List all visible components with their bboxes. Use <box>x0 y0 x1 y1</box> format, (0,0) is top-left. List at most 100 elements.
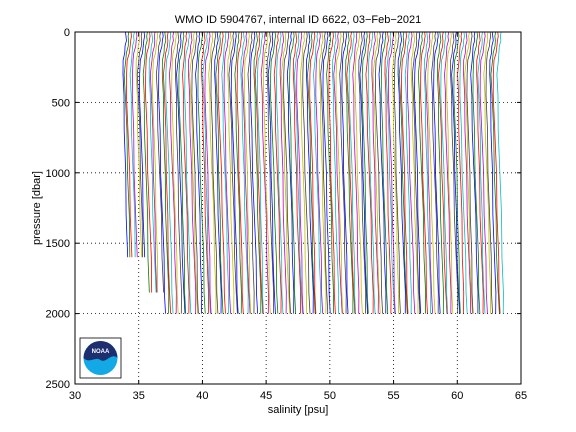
salinity-profile <box>135 31 143 258</box>
salinity-profile <box>262 31 271 314</box>
salinity-profile <box>145 31 153 293</box>
salinity-profile <box>348 31 356 314</box>
salinity-profile <box>165 31 174 314</box>
x-tick-label: 55 <box>387 390 399 402</box>
salinity-profile <box>234 31 242 314</box>
salinity-profile <box>463 31 471 314</box>
salinity-profile <box>204 31 212 314</box>
salinity-profile <box>341 31 349 314</box>
salinity-profile <box>241 31 251 314</box>
salinity-profile <box>354 31 363 314</box>
salinity-profile <box>322 31 331 314</box>
salinity-profile <box>302 31 311 314</box>
salinity-profile <box>358 31 367 314</box>
salinity-profile <box>352 31 360 314</box>
salinity-profile <box>202 31 211 314</box>
salinity-profile <box>188 31 197 314</box>
salinity-profile <box>444 31 452 314</box>
salinity-profile <box>335 31 344 314</box>
salinity-profile <box>201 31 209 314</box>
salinity-profile <box>256 31 264 314</box>
salinity-profile <box>328 31 336 314</box>
salinity-profile <box>391 31 400 314</box>
salinity-profile <box>184 31 192 314</box>
salinity-profile <box>411 31 421 314</box>
salinity-profile <box>489 31 497 314</box>
salinity-profile <box>266 31 275 314</box>
salinity-profile <box>315 31 324 314</box>
salinity-profile <box>483 31 492 314</box>
x-tick-label: 30 <box>69 390 81 402</box>
salinity-profile <box>313 31 322 314</box>
salinity-profile <box>496 31 504 314</box>
salinity-profile <box>385 31 395 314</box>
salinity-profile <box>236 31 244 314</box>
salinity-profile <box>423 31 432 314</box>
salinity-profile <box>189 31 199 314</box>
salinity-profile <box>307 31 316 314</box>
salinity-profile <box>243 31 252 314</box>
salinity-profile <box>333 31 343 314</box>
salinity-profile <box>485 31 493 314</box>
salinity-profile <box>214 31 222 314</box>
salinity-profile <box>414 31 422 314</box>
salinity-profile <box>451 31 461 314</box>
salinity-profile <box>372 31 381 314</box>
salinity-profile <box>417 31 427 314</box>
salinity-profile <box>253 31 262 314</box>
y-axis-label: pressure [dbar] <box>31 171 43 245</box>
salinity-profile <box>367 31 376 314</box>
salinity-profile <box>176 31 186 314</box>
axes-box <box>74 31 522 385</box>
salinity-profile <box>380 31 389 314</box>
salinity-profile <box>319 31 327 314</box>
salinity-profile <box>309 31 317 314</box>
salinity-profile <box>254 31 264 314</box>
salinity-profile <box>393 31 401 314</box>
salinity-profile <box>404 31 412 314</box>
salinity-profile <box>182 31 190 314</box>
salinity-profile <box>430 31 439 314</box>
salinity-profile <box>171 31 179 314</box>
salinity-profile <box>492 31 501 314</box>
salinity-profile <box>227 31 235 314</box>
salinity-profile <box>436 31 444 314</box>
salinity-profile <box>149 31 158 293</box>
salinity-profile <box>401 31 409 314</box>
salinity-profile <box>466 31 474 314</box>
salinity-profile <box>131 31 138 258</box>
salinity-profile <box>305 31 314 314</box>
salinity-profile <box>247 31 255 314</box>
salinity-profile <box>374 31 384 314</box>
salinity-profile <box>178 31 187 314</box>
salinity-profile <box>280 31 291 314</box>
salinity-profile <box>427 31 436 314</box>
salinity-profile <box>273 31 282 314</box>
salinity-profile <box>440 31 449 314</box>
noaa-logo-text: NOAA <box>92 349 110 355</box>
y-tick-label: 0 <box>64 27 70 39</box>
y-tick-label: 1000 <box>46 168 70 180</box>
salinity-profile <box>490 31 500 314</box>
salinity-profile <box>228 31 238 314</box>
profiles <box>122 31 504 314</box>
salinity-profile <box>446 31 454 314</box>
y-tick-label: 2500 <box>46 379 70 391</box>
salinity-profile <box>359 31 368 314</box>
salinity-profile <box>289 31 297 314</box>
salinity-profile <box>195 31 203 314</box>
salinity-profile <box>270 31 279 314</box>
noaa-logo-bird <box>83 341 118 361</box>
y-tick-label: 2000 <box>46 309 70 321</box>
salinity-profile <box>345 31 354 314</box>
x-tick-label: 45 <box>260 390 272 402</box>
salinity-profile <box>397 31 406 314</box>
y-tick-label: 1500 <box>46 238 70 250</box>
salinity-profile <box>126 31 133 258</box>
salinity-profile <box>136 31 144 258</box>
salinity-profile <box>174 31 182 314</box>
salinity-profile <box>410 31 419 314</box>
salinity-profile <box>129 31 136 258</box>
salinity-profile <box>223 31 231 314</box>
